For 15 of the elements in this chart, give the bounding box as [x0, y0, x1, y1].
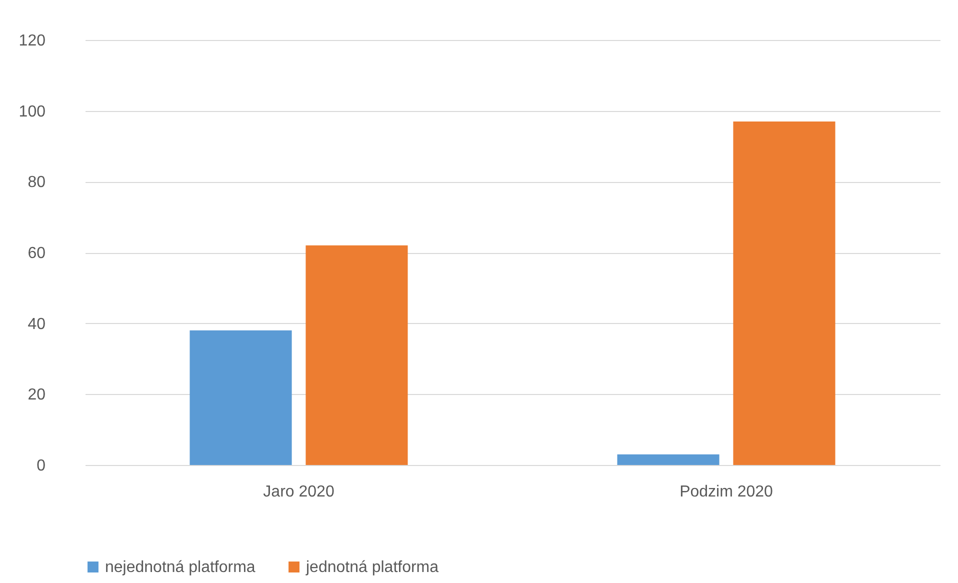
bar	[733, 121, 836, 465]
legend-label: jednotná platforma	[305, 559, 439, 576]
y-tick-label: 40	[28, 316, 46, 333]
y-tick-label: 0	[36, 458, 46, 474]
bar	[306, 245, 408, 465]
y-tick-label: 20	[28, 386, 46, 404]
legend-label: nejednotná platforma	[105, 559, 256, 576]
x-tick-label: Jaro 2020	[263, 484, 334, 500]
x-tick-label: Podzim 2020	[680, 484, 774, 500]
bar	[617, 454, 720, 465]
y-tick-label: 120	[18, 32, 46, 50]
y-tick-label: 60	[28, 245, 46, 262]
y-tick-label: 80	[28, 174, 46, 192]
bar	[190, 330, 292, 465]
y-tick-label: 100	[18, 103, 46, 120]
